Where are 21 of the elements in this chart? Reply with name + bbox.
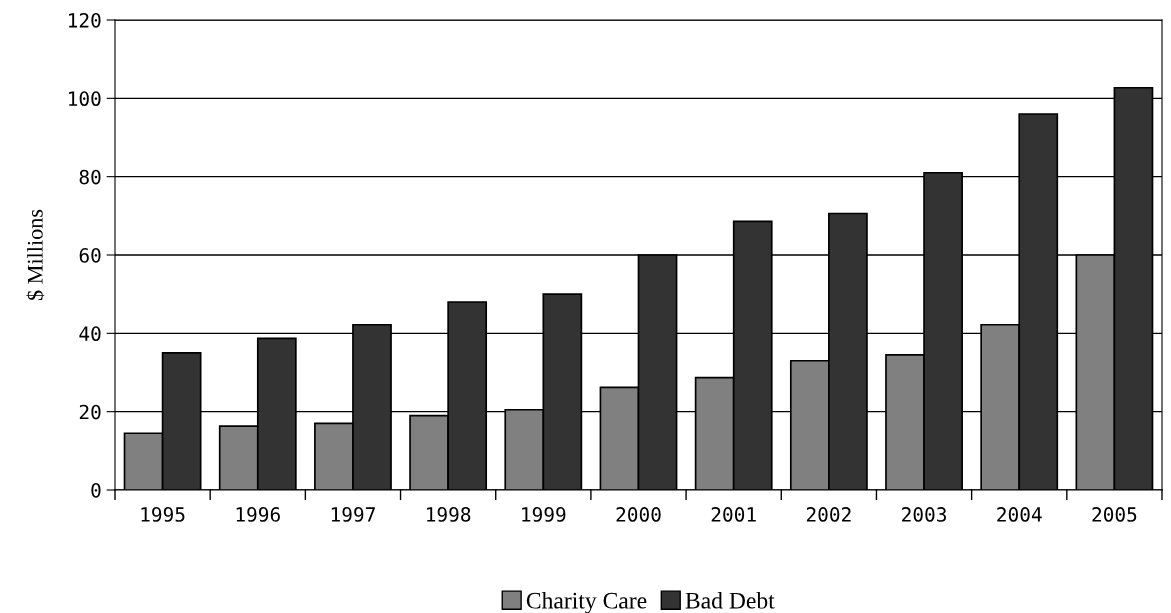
y-tick-label: 100 bbox=[69, 91, 101, 107]
legend-label: Charity Care bbox=[526, 592, 647, 613]
legend-label: Bad Debt bbox=[685, 592, 775, 609]
x-tick-label: 2000 bbox=[616, 507, 661, 522]
x-tick-label: 2002 bbox=[806, 507, 851, 522]
y-tick-label: 80 bbox=[79, 169, 101, 185]
y-tick-label: 20 bbox=[79, 404, 101, 420]
x-tick-label: 1996 bbox=[236, 507, 280, 522]
x-tick-label: 1997 bbox=[331, 507, 375, 522]
x-tick-label: 2001 bbox=[711, 507, 756, 522]
y-tick-label: 40 bbox=[79, 326, 101, 342]
x-tick-label: 2003 bbox=[902, 507, 946, 522]
x-tick-label: 1999 bbox=[522, 507, 566, 522]
x-tick-label: 1995 bbox=[141, 507, 185, 522]
x-tick-label: 2004 bbox=[997, 507, 1042, 522]
x-tick-label: 2005 bbox=[1092, 507, 1137, 522]
x-tick-label: 1998 bbox=[427, 507, 471, 522]
y-tick-label: 120 bbox=[69, 13, 101, 28]
y-tick-label: 60 bbox=[79, 248, 101, 263]
y-tick-label: 0 bbox=[91, 483, 101, 498]
y-axis-title: $ Millions bbox=[26, 209, 45, 301]
